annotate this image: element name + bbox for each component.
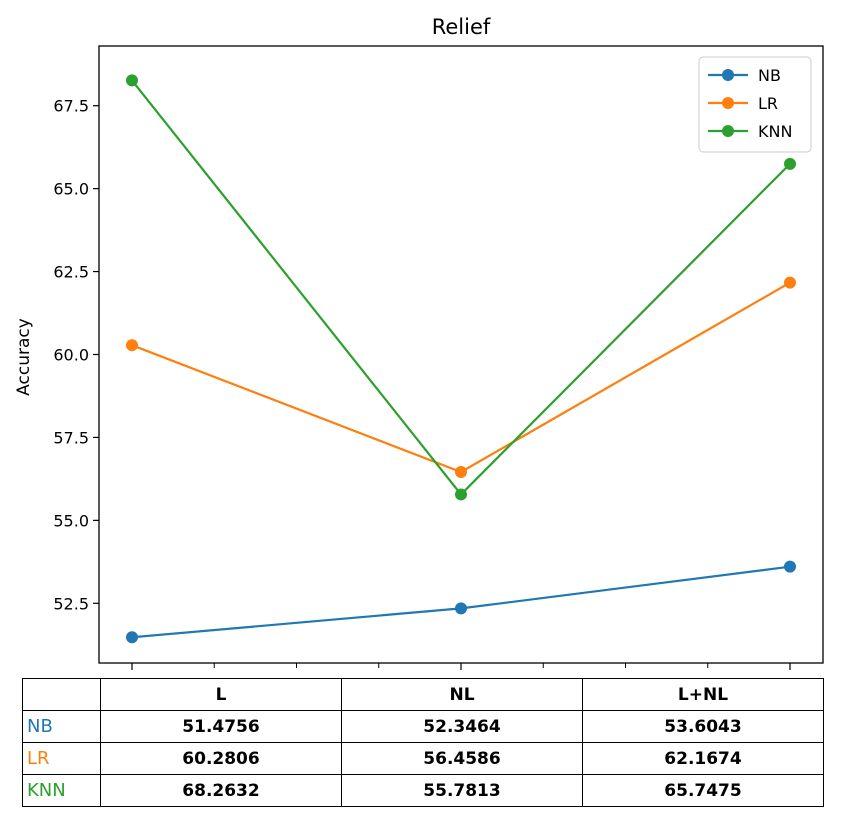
table-row: KNN 68.2632 55.7813 65.7475 [22, 774, 824, 807]
line-chart: Relief Accuracy 52.5 55.0 57.5 60.0 62.5 65.0… [14, 15, 824, 670]
table-row: NB 51.4756 52.3464 53.6043 [22, 710, 824, 743]
legend-label: NB [758, 66, 781, 85]
y-tick-label: 62.5 [53, 263, 89, 282]
y-tick-label: 55.0 [53, 511, 89, 530]
data-point-lr [784, 276, 796, 289]
legend-marker [722, 125, 734, 137]
series-line-knn [131, 79, 791, 497]
table-cell: 51.4756 [100, 710, 342, 743]
data-point-lr [126, 339, 138, 352]
data-point-knn [784, 157, 796, 170]
table-col-header: L [100, 678, 342, 711]
y-tick-label: 52.5 [53, 594, 89, 613]
series-points [126, 74, 796, 644]
legend: NB LR KNN [698, 56, 812, 153]
table-cell: 52.3464 [341, 710, 583, 743]
data-point-nb [455, 602, 467, 615]
table-row-label: LR [22, 742, 101, 775]
table-col-header: L+NL [582, 678, 824, 711]
table-cell: 56.4586 [341, 742, 583, 775]
table-header-row: L NL L+NL [22, 678, 824, 711]
y-tick-label: 65.0 [53, 180, 89, 199]
x-axis-ticks [131, 663, 791, 670]
y-axis-label: Accuracy [14, 318, 34, 396]
series-line-nb [131, 565, 791, 639]
data-table: L NL L+NL NB 51.4756 52.3464 53.6043 LR … [22, 678, 824, 807]
table-cell: 60.2806 [100, 742, 342, 775]
legend-label: LR [758, 94, 778, 113]
table-row-label: NB [22, 710, 101, 743]
legend-marker [722, 69, 734, 81]
table-cell: 65.7475 [582, 774, 824, 807]
plot-frame [98, 45, 824, 664]
table-cell: 55.7813 [341, 774, 583, 807]
y-tick-label: 60.0 [53, 346, 89, 365]
y-axis-ticks: 52.5 55.0 57.5 60.0 62.5 65.0 67.5 [53, 97, 99, 613]
table-corner-cell [22, 678, 101, 711]
legend-box [698, 56, 812, 153]
data-point-knn [126, 74, 138, 87]
y-tick-label: 57.5 [53, 428, 89, 447]
table-col-header: NL [341, 678, 583, 711]
table-cell: 62.1674 [582, 742, 824, 775]
legend-label: KNN [758, 122, 792, 141]
chart-title: Relief [432, 15, 491, 39]
table-row-label: KNN [22, 774, 101, 807]
series-line-lr [131, 281, 791, 474]
data-point-knn [455, 488, 467, 501]
data-point-lr [455, 465, 467, 478]
legend-marker [722, 97, 734, 109]
data-point-nb [126, 631, 138, 644]
series-lines [131, 79, 791, 639]
table-cell: 53.6043 [582, 710, 824, 743]
y-tick-label: 67.5 [53, 97, 89, 116]
table-cell: 68.2632 [100, 774, 342, 807]
table-row: LR 60.2806 56.4586 62.1674 [22, 742, 824, 775]
data-point-nb [784, 560, 796, 573]
